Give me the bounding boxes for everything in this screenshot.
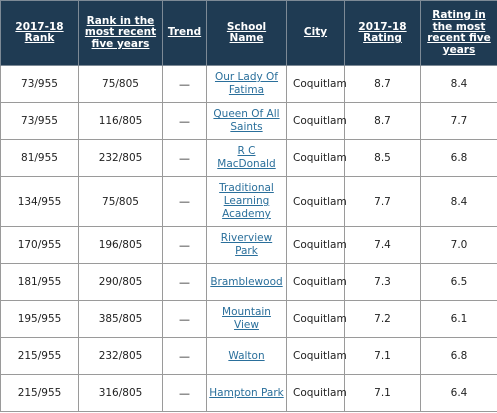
rank-cell: 195/955 bbox=[0, 300, 79, 338]
rank-recent-cell: 196/805 bbox=[78, 226, 163, 264]
table-row: 181/955 290/805 — Bramblewood Coquitlam … bbox=[0, 263, 497, 301]
school-cell: Queen Of All Saints bbox=[206, 102, 287, 140]
rank-recent-cell: 75/805 bbox=[78, 176, 163, 227]
trend-cell: — bbox=[162, 263, 207, 301]
city-cell: Coquitlam bbox=[286, 300, 347, 338]
school-link[interactable]: Riverview Park bbox=[220, 232, 273, 257]
city-cell: Coquitlam bbox=[286, 139, 347, 177]
header-trend[interactable]: Trend bbox=[162, 0, 207, 66]
table-row: 134/955 75/805 — Traditional Learning Ac… bbox=[0, 176, 497, 227]
trend-cell: — bbox=[162, 139, 207, 177]
trend-cell: — bbox=[162, 176, 207, 227]
rank-cell: 73/955 bbox=[0, 65, 79, 103]
rank-recent-cell: 316/805 bbox=[78, 374, 163, 412]
table-row: 73/955 116/805 — Queen Of All Saints Coq… bbox=[0, 102, 497, 140]
school-cell: Hampton Park bbox=[206, 374, 287, 412]
city-cell: Coquitlam bbox=[286, 102, 347, 140]
city-cell: Coquitlam bbox=[286, 374, 347, 412]
header-city[interactable]: City bbox=[286, 0, 345, 66]
rating-cell: 7.2 bbox=[344, 300, 421, 338]
city-cell: Coquitlam bbox=[286, 337, 347, 375]
school-cell: Mountain View bbox=[206, 300, 287, 338]
rating-recent-cell: 8.4 bbox=[420, 176, 497, 227]
rank-cell: 170/955 bbox=[0, 226, 79, 264]
header-rank-recent[interactable]: Rank in the most recent five years bbox=[78, 0, 163, 66]
rating-cell: 7.3 bbox=[344, 263, 421, 301]
header-rating-2017-18[interactable]: 2017-18 Rating bbox=[344, 0, 421, 66]
school-cell: Walton bbox=[206, 337, 287, 375]
school-link[interactable]: Walton bbox=[228, 349, 265, 362]
trend-cell: — bbox=[162, 337, 207, 375]
rank-cell: 215/955 bbox=[0, 374, 79, 412]
school-link[interactable]: Mountain View bbox=[222, 306, 271, 331]
school-link[interactable]: Bramblewood bbox=[210, 275, 283, 288]
school-cell: Our Lady Of Fatima bbox=[206, 65, 287, 103]
header-rank-2017-18[interactable]: 2017-18 Rank bbox=[0, 0, 79, 66]
rank-recent-cell: 232/805 bbox=[78, 139, 163, 177]
city-cell: Coquitlam bbox=[286, 226, 347, 264]
rating-recent-cell: 6.8 bbox=[420, 337, 497, 375]
school-link[interactable]: R C MacDonald bbox=[217, 145, 276, 170]
rank-recent-cell: 290/805 bbox=[78, 263, 163, 301]
rating-cell: 7.1 bbox=[344, 337, 421, 375]
rating-recent-cell: 6.5 bbox=[420, 263, 497, 301]
rating-cell: 8.5 bbox=[344, 139, 421, 177]
school-link[interactable]: Traditional Learning Academy bbox=[219, 182, 274, 220]
table-row: 195/955 385/805 — Mountain View Coquitla… bbox=[0, 300, 497, 338]
rank-cell: 181/955 bbox=[0, 263, 79, 301]
trend-cell: — bbox=[162, 300, 207, 338]
school-link[interactable]: Our Lady Of Fatima bbox=[214, 71, 279, 96]
trend-cell: — bbox=[162, 226, 207, 264]
rank-recent-cell: 385/805 bbox=[78, 300, 163, 338]
rating-recent-cell: 6.4 bbox=[420, 374, 497, 412]
header-rating-recent[interactable]: Rating in the most recent five years bbox=[420, 0, 497, 66]
city-cell: Coquitlam bbox=[286, 65, 347, 103]
table-row: 215/955 316/805 — Hampton Park Coquitlam… bbox=[0, 374, 497, 412]
rank-cell: 134/955 bbox=[0, 176, 79, 227]
trend-cell: — bbox=[162, 102, 207, 140]
school-link[interactable]: Hampton Park bbox=[209, 386, 284, 399]
school-cell: Traditional Learning Academy bbox=[206, 176, 287, 227]
rating-cell: 7.1 bbox=[344, 374, 421, 412]
trend-cell: — bbox=[162, 65, 207, 103]
school-cell: R C MacDonald bbox=[206, 139, 287, 177]
rank-recent-cell: 75/805 bbox=[78, 65, 163, 103]
rank-cell: 73/955 bbox=[0, 102, 79, 140]
trend-cell: — bbox=[162, 374, 207, 412]
rank-recent-cell: 116/805 bbox=[78, 102, 163, 140]
rating-cell: 7.4 bbox=[344, 226, 421, 264]
rating-recent-cell: 7.0 bbox=[420, 226, 497, 264]
rating-recent-cell: 6.8 bbox=[420, 139, 497, 177]
rating-recent-cell: 7.7 bbox=[420, 102, 497, 140]
table-row: 215/955 232/805 — Walton Coquitlam 7.1 6… bbox=[0, 337, 497, 375]
table-row: 81/955 232/805 — R C MacDonald Coquitlam… bbox=[0, 139, 497, 177]
table-header-row: 2017-18 Rank Rank in the most recent fiv… bbox=[0, 0, 497, 66]
school-cell: Bramblewood bbox=[206, 263, 287, 301]
rank-recent-cell: 232/805 bbox=[78, 337, 163, 375]
school-cell: Riverview Park bbox=[206, 226, 287, 264]
city-cell: Coquitlam bbox=[286, 176, 347, 227]
rating-cell: 8.7 bbox=[344, 102, 421, 140]
rank-cell: 215/955 bbox=[0, 337, 79, 375]
rating-cell: 7.7 bbox=[344, 176, 421, 227]
school-link[interactable]: Queen Of All Saints bbox=[213, 108, 280, 133]
table-row: 170/955 196/805 — Riverview Park Coquitl… bbox=[0, 226, 497, 264]
rating-recent-cell: 6.1 bbox=[420, 300, 497, 338]
rating-cell: 8.7 bbox=[344, 65, 421, 103]
city-cell: Coquitlam bbox=[286, 263, 347, 301]
header-school-name[interactable]: School Name bbox=[206, 0, 287, 66]
rank-cell: 81/955 bbox=[0, 139, 79, 177]
table-row: 73/955 75/805 — Our Lady Of Fatima Coqui… bbox=[0, 65, 497, 103]
rating-recent-cell: 8.4 bbox=[420, 65, 497, 103]
